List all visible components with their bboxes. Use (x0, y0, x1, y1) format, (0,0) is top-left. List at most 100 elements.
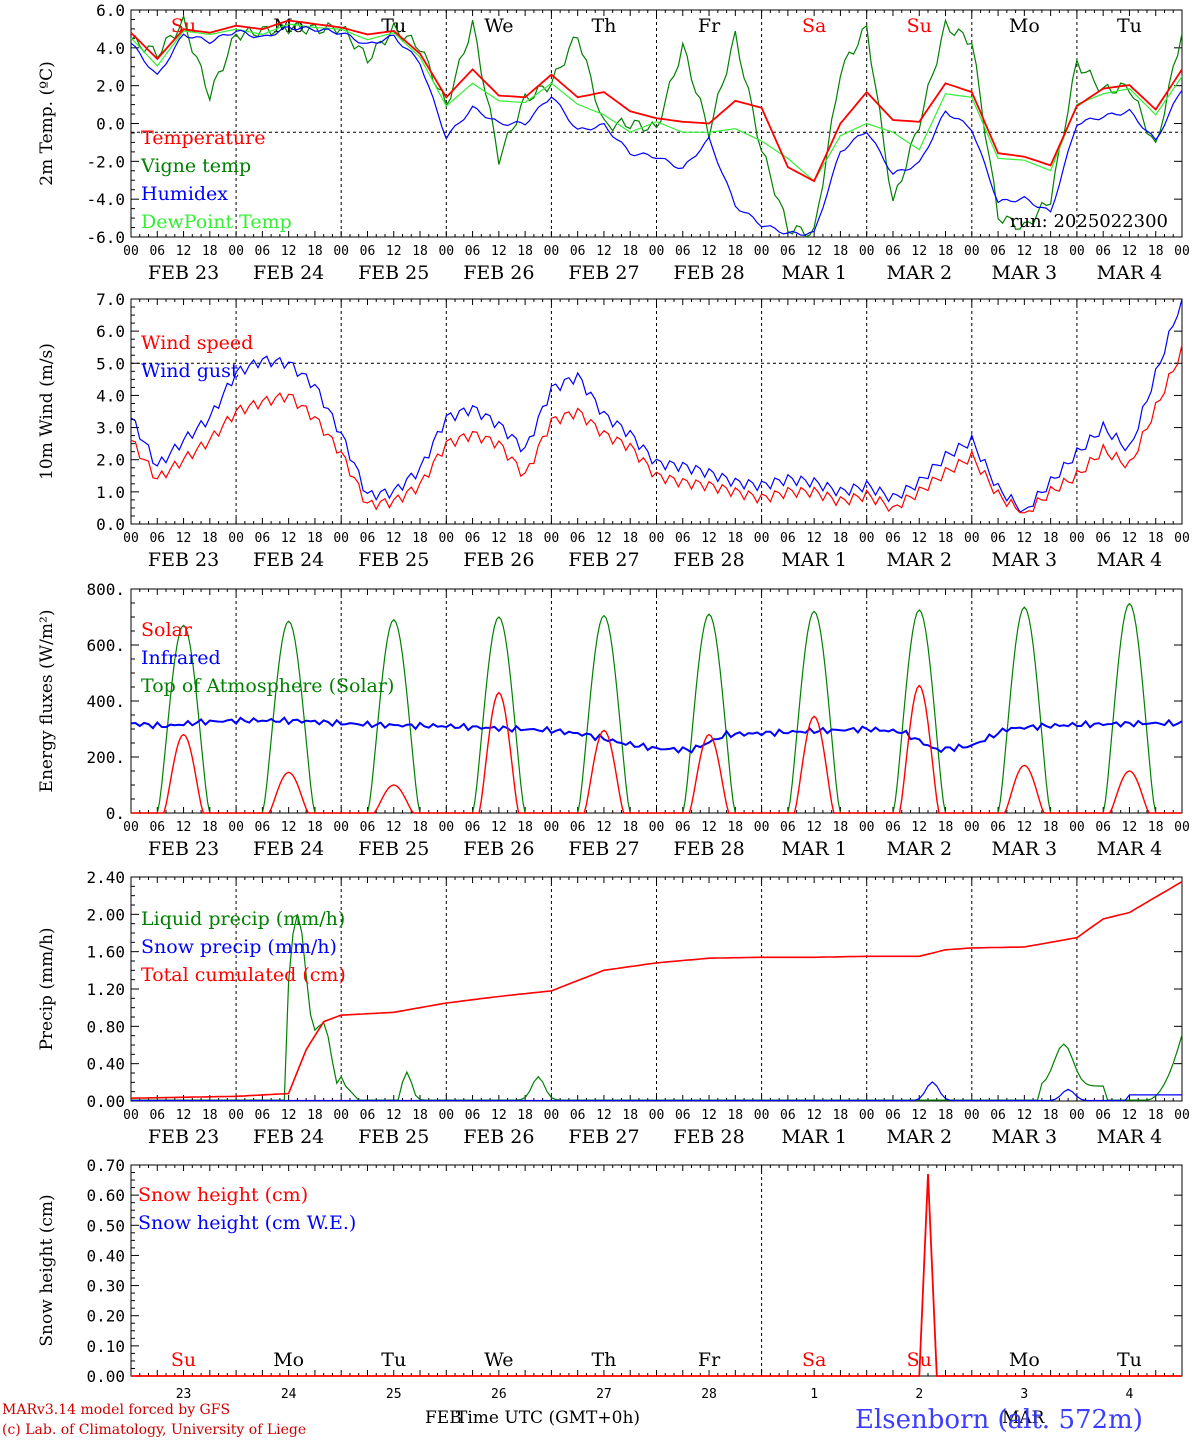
hour-label: 12 (491, 244, 507, 259)
series-line (341, 784, 447, 814)
hour-label: 12 (911, 531, 927, 546)
series-line (866, 684, 972, 814)
hour-label: 06 (675, 531, 691, 546)
hour-label: 12 (386, 1108, 402, 1123)
hour-label: 12 (911, 820, 927, 835)
hour-label: 18 (1148, 531, 1164, 546)
hour-label: 06 (255, 1108, 271, 1123)
hour-label: 12 (281, 244, 297, 259)
date-label: MAR 4 (1097, 838, 1163, 860)
hour-label: 06 (360, 1108, 376, 1123)
hour-label: 18 (1043, 531, 1059, 546)
y-tick-label: 0.30 (86, 1277, 125, 1296)
hour-label: 00 (964, 531, 980, 546)
footer-month-feb: FEB (425, 1408, 462, 1428)
day-number: 28 (701, 1387, 717, 1402)
series-line (866, 609, 972, 814)
series-line (131, 733, 237, 814)
legend-entry: Snow height (cm) (138, 1184, 308, 1206)
date-label: MAR 1 (781, 838, 847, 860)
y-tick-label: 0. (106, 804, 125, 823)
hour-label: 12 (1017, 244, 1033, 259)
date-label: FEB 24 (253, 549, 324, 571)
y-tick-label: 0.80 (86, 1017, 125, 1036)
series-line (656, 613, 762, 814)
y-axis-title: Energy fluxes (W/m²) (37, 610, 57, 793)
hour-label: 12 (176, 1108, 192, 1123)
day-name: Fr (698, 1349, 721, 1371)
date-label: FEB 26 (463, 838, 534, 860)
hour-label: 00 (544, 820, 560, 835)
series-line (130, 298, 1183, 513)
date-label: FEB 24 (253, 838, 324, 860)
hour-label: 18 (202, 820, 218, 835)
day-number: 4 (1126, 1387, 1134, 1402)
date-label: FEB 26 (463, 1126, 534, 1148)
hour-label: 12 (596, 1108, 612, 1123)
hour-label: 12 (1122, 820, 1138, 835)
hour-label: 18 (622, 1108, 638, 1123)
legend-entry: Top of Atmosphere (Solar) (141, 675, 394, 697)
date-label: FEB 24 (253, 1126, 324, 1148)
hour-label: 12 (596, 244, 612, 259)
y-tick-label: 4.0 (96, 386, 125, 405)
y-axis-title: Snow height (cm) (37, 1194, 57, 1346)
hour-label: 06 (1095, 1108, 1111, 1123)
hour-label: 00 (754, 244, 770, 259)
hour-label: 18 (727, 820, 743, 835)
hour-label: 12 (281, 820, 297, 835)
hour-label: 00 (333, 820, 349, 835)
day-name: Tu (1117, 15, 1142, 37)
hour-label: 12 (911, 244, 927, 259)
hour-label: 00 (123, 244, 139, 259)
hour-label: 12 (176, 820, 192, 835)
hour-label: 00 (228, 531, 244, 546)
date-label: FEB 27 (568, 262, 639, 284)
hour-label: 18 (412, 1108, 428, 1123)
legend-entry: Humidex (141, 183, 228, 205)
hour-label: 12 (701, 244, 717, 259)
hour-label: 06 (885, 531, 901, 546)
date-label: FEB 25 (358, 262, 429, 284)
hour-label: 18 (202, 1108, 218, 1123)
series-line (130, 13, 1183, 238)
hour-label: 00 (649, 820, 665, 835)
hour-label: 06 (149, 820, 165, 835)
hour-label: 12 (1017, 531, 1033, 546)
date-label: FEB 23 (148, 549, 219, 571)
day-name: Th (591, 1349, 616, 1371)
y-tick-label: 6.0 (96, 1, 125, 20)
y-tick-label: 0.00 (86, 1092, 125, 1111)
hour-label: 06 (780, 820, 796, 835)
hour-label: 06 (675, 1108, 691, 1123)
hour-label: 18 (727, 1108, 743, 1123)
hour-label: 00 (964, 244, 980, 259)
legend-entry: Snow height (cm W.E.) (138, 1212, 356, 1234)
date-label: FEB 23 (148, 838, 219, 860)
legend-entry: Wind speed (141, 332, 253, 354)
panel-3: 800. 600. 400. 200. 0. Energy fluxes (W/m²) 00… (37, 580, 1190, 860)
hour-label: 12 (386, 244, 402, 259)
hour-label: 00 (859, 244, 875, 259)
series-line (130, 25, 1183, 236)
hour-label: 18 (727, 244, 743, 259)
hour-label: 12 (491, 1108, 507, 1123)
hour-label: 00 (123, 1108, 139, 1123)
series-line (971, 764, 1077, 814)
hour-label: 18 (307, 244, 323, 259)
hour-label: 00 (123, 820, 139, 835)
date-label: MAR 1 (781, 262, 847, 284)
hour-label: 00 (438, 1108, 454, 1123)
hour-label: 18 (1043, 820, 1059, 835)
legend-entry: Total cumulated (cm) (141, 964, 346, 986)
hour-label: 06 (780, 531, 796, 546)
legend-entry: Vigne temp (140, 155, 251, 177)
hour-label: 00 (1069, 531, 1085, 546)
date-label: FEB 25 (358, 1126, 429, 1148)
y-tick-label: 0.50 (86, 1216, 125, 1235)
date-label: MAR 3 (992, 262, 1058, 284)
hour-label: 06 (570, 1108, 586, 1123)
date-label: FEB 23 (148, 1126, 219, 1148)
day-number: 3 (1020, 1387, 1028, 1402)
hour-label: 06 (990, 1108, 1006, 1123)
